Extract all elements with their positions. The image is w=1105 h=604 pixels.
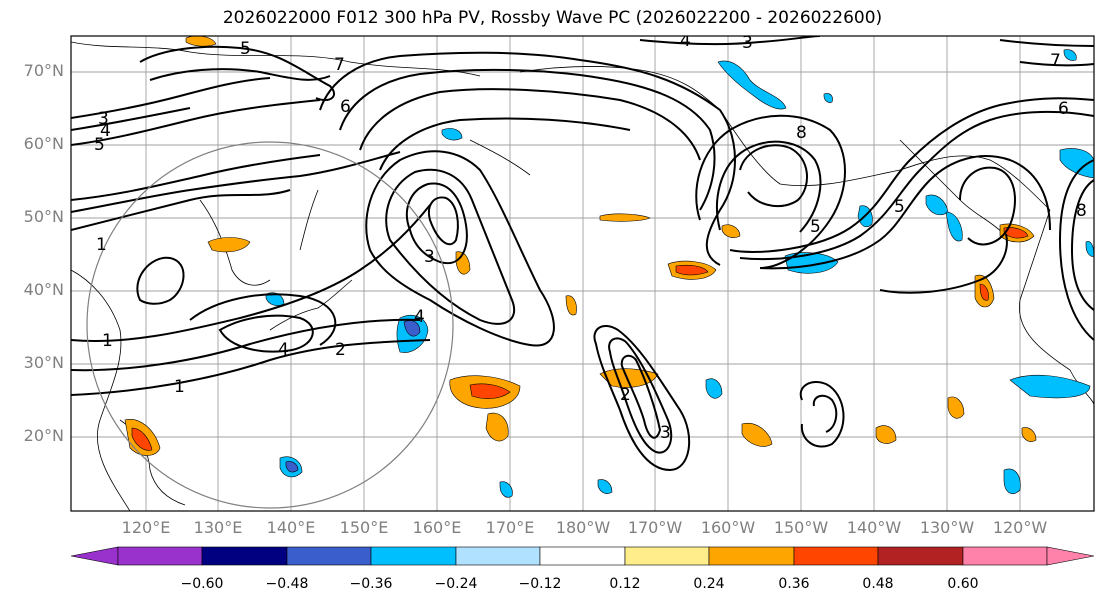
contour-label-5: 5 — [240, 39, 251, 59]
lat-label: 70°N — [23, 61, 64, 80]
colorbar-swatch — [455, 546, 541, 566]
colorbar-tick-label: −0.60 — [180, 576, 224, 592]
contour-label-5: 5 — [894, 197, 905, 217]
contour-label-1: 1 — [102, 331, 113, 351]
colorbar-swatch — [286, 546, 372, 566]
contour-label-7: 7 — [1050, 51, 1061, 71]
colorbar — [70, 546, 1095, 566]
contour-label-4: 4 — [278, 340, 289, 360]
colorbar-swatch — [201, 546, 288, 566]
lon-label: 180°W — [555, 518, 611, 537]
colorbar-swatch — [877, 546, 964, 566]
colorbar-tick-label: 0.24 — [693, 576, 725, 592]
lat-label: 30°N — [23, 353, 64, 372]
colorbar-swatch — [962, 546, 1048, 566]
contour-label-2: 2 — [335, 340, 346, 360]
contour-label-3: 3 — [660, 423, 671, 443]
colorbar-swatch — [539, 546, 626, 566]
graticule — [71, 36, 1094, 511]
colorbar-tick-label: 0.60 — [947, 576, 979, 592]
lat-label: 60°N — [23, 134, 64, 153]
map-frame-bg — [71, 36, 1094, 511]
colorbar-tick-label: −0.24 — [434, 576, 478, 592]
contour-label-5: 5 — [94, 135, 105, 155]
lon-label: 150°W — [773, 518, 829, 537]
contour-label-4: 4 — [100, 121, 111, 141]
colorbar-tick-label: 0.36 — [778, 576, 810, 592]
contour-label-5: 5 — [810, 217, 821, 237]
colorbar-under-arrow — [70, 546, 119, 566]
colorbar-tick-label: 0.12 — [609, 576, 641, 592]
lon-label: 160°E — [412, 518, 462, 537]
colorbar-over-arrow — [1046, 546, 1095, 566]
contour-label-7: 7 — [334, 55, 345, 75]
colorbar-swatch — [793, 546, 879, 566]
colorbar-tick-label: −0.48 — [265, 576, 309, 592]
contour-label-3: 3 — [98, 109, 109, 129]
contour-label-6: 6 — [1058, 99, 1069, 119]
colorbar-tick-label: 0.48 — [862, 576, 894, 592]
contour-label-4: 4 — [414, 307, 425, 327]
colorbar-swatch — [708, 546, 795, 566]
contour-label-3: 3 — [742, 33, 753, 53]
contour-label-1: 1 — [174, 377, 185, 397]
lon-label: 150°E — [339, 518, 389, 537]
lat-label: 20°N — [23, 426, 64, 445]
contour-label-1: 1 — [96, 235, 107, 255]
lon-label: 170°E — [485, 518, 535, 537]
contour-label-2: 2 — [620, 385, 631, 405]
lon-label: 170°W — [627, 518, 683, 537]
lat-label: 40°N — [23, 280, 64, 299]
radius-circle — [86, 141, 454, 509]
colorbar-tick-label: −0.36 — [349, 576, 393, 592]
lat-label: 50°N — [23, 207, 64, 226]
contour-label-8: 8 — [1076, 201, 1087, 221]
colorbar-swatch — [624, 546, 710, 566]
contour-label-3: 3 — [424, 247, 435, 267]
lon-label: 140°W — [846, 518, 902, 537]
lon-label: 130°W — [919, 518, 975, 537]
contour-labels: 1 1 1 2 2 3 3 3 3 4 4 4 4 5 5 5 5 6 6 7 … — [94, 31, 1087, 443]
lon-label: 140°E — [266, 518, 316, 537]
chart-title: 2026022000 F012 300 hPa PV, Rossby Wave … — [222, 8, 883, 28]
map-frame — [70, 35, 1095, 512]
lon-label: 120°E — [121, 518, 171, 537]
colorbar-tick-label: −0.12 — [518, 576, 562, 592]
lon-label: 130°E — [193, 518, 243, 537]
colorbar-swatch — [117, 546, 203, 566]
contour-label-8: 8 — [796, 123, 807, 143]
contour-label-6: 6 — [340, 97, 351, 117]
lon-label: 160°W — [700, 518, 756, 537]
lon-label: 120°W — [992, 518, 1048, 537]
contour-label-4: 4 — [680, 31, 691, 51]
colorbar-swatch — [370, 546, 457, 566]
pv-contours — [71, 36, 1094, 472]
